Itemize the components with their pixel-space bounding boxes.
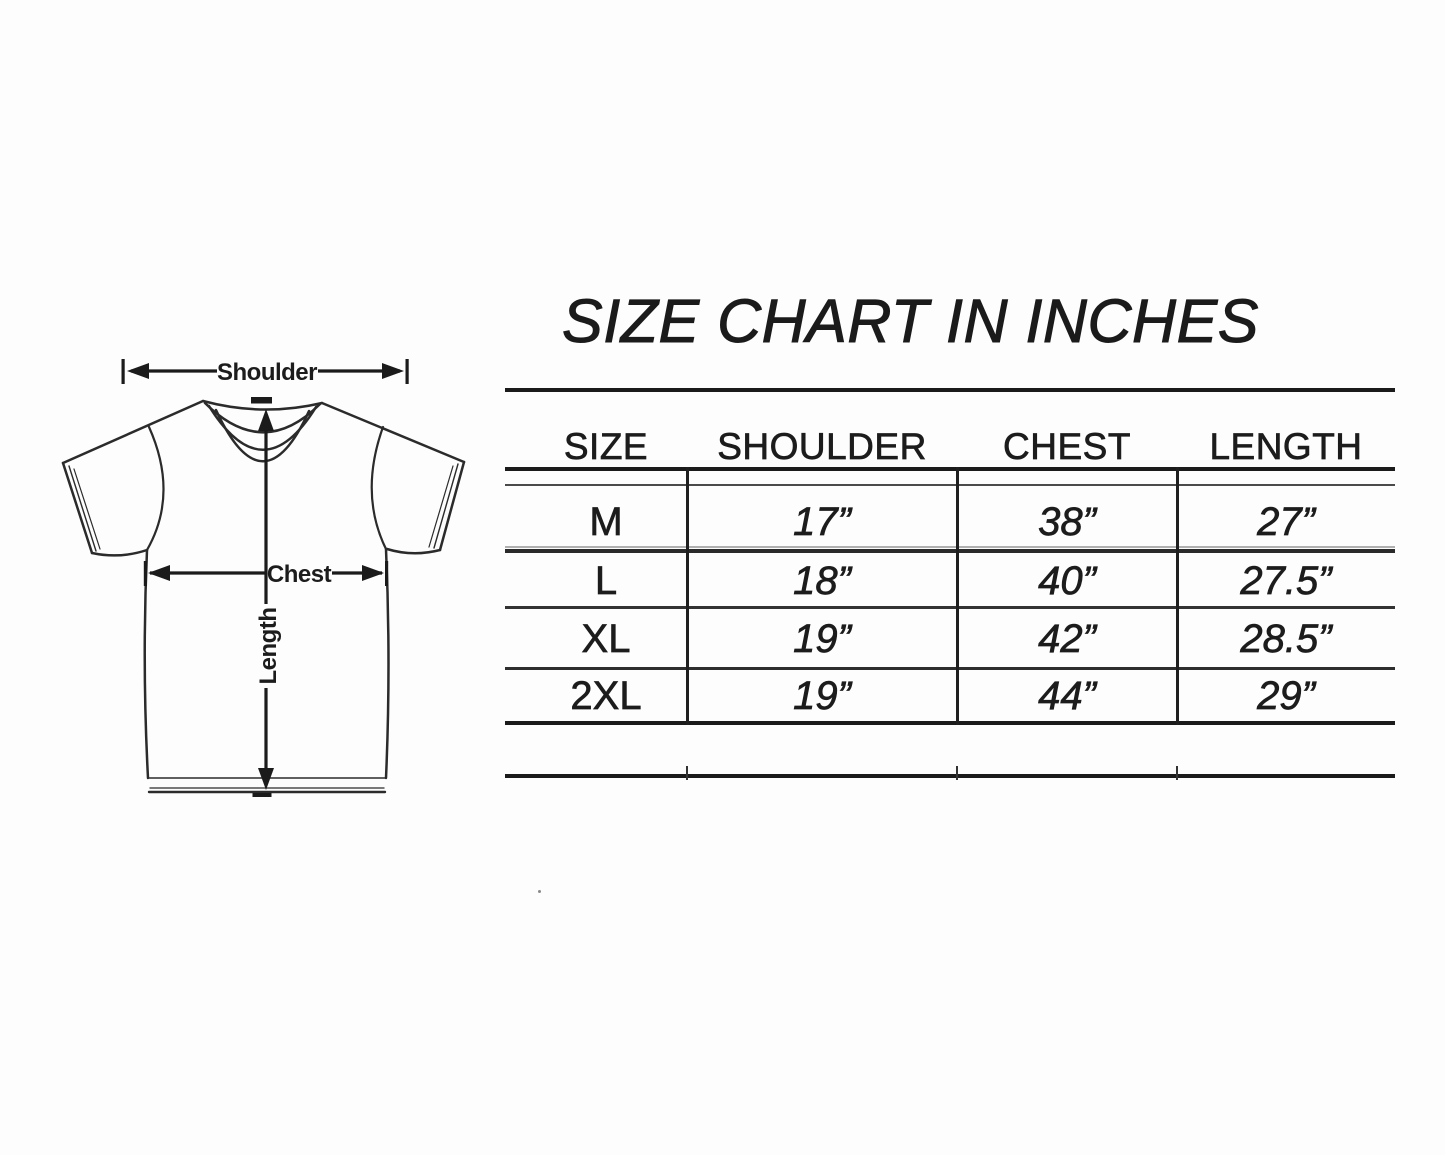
cell-size: M <box>589 500 623 545</box>
table-bottom-rule <box>505 721 1395 725</box>
cell-chest: 42” <box>1038 616 1097 661</box>
column-divider-2 <box>956 467 959 725</box>
table-row: XL 19” 42” 28.5” <box>505 610 1395 668</box>
row-divider-m <box>505 549 1395 553</box>
scan-artifact-dot <box>538 890 541 893</box>
table-top-rule <box>505 388 1395 392</box>
cell-shoulder: 19” <box>793 673 852 718</box>
column-divider-1 <box>686 467 689 725</box>
cell-size: L <box>594 558 618 603</box>
table-row: 2XL 19” 44” 29” <box>505 671 1395 721</box>
table-row: M 17” 38” 27” <box>505 494 1395 551</box>
cell-chest: 44” <box>1038 673 1097 718</box>
cell-length: 29” <box>1257 673 1316 718</box>
header-cell-chest: CHEST <box>1003 426 1131 468</box>
row-divider-l <box>505 606 1395 609</box>
cell-size: 2XL <box>570 673 642 718</box>
cell-length: 28.5” <box>1240 616 1332 661</box>
length-arrow: Length <box>248 397 282 797</box>
chart-title: SIZE CHART IN INCHES <box>562 287 1259 356</box>
shoulder-arrow: Shoulder <box>121 354 409 389</box>
tshirt-diagram: Shoulder Chest Length <box>61 354 466 797</box>
row-divider-shadow <box>505 546 1395 548</box>
header-cell-length: LENGTH <box>1209 426 1363 468</box>
header-cell-shoulder: SHOULDER <box>717 426 927 468</box>
chest-label: Chest <box>267 561 332 588</box>
divider-tick-2 <box>956 766 958 780</box>
shoulder-label: Shoulder <box>217 359 317 386</box>
cell-shoulder: 17” <box>793 500 852 545</box>
length-label: Length <box>255 608 282 685</box>
table-row: L 18” 40” 27.5” <box>505 556 1395 606</box>
header-divider <box>505 467 1395 471</box>
header-thin-rule <box>505 484 1395 486</box>
header-cell-size: SIZE <box>563 426 649 468</box>
column-divider-3 <box>1176 467 1179 725</box>
divider-tick-1 <box>686 766 688 780</box>
table-header-row: SIZE SHOULDER CHEST LENGTH <box>505 424 1395 470</box>
tshirt-outline <box>61 399 466 794</box>
cell-chest: 38” <box>1038 500 1097 545</box>
cell-length: 27.5” <box>1240 558 1332 603</box>
row-divider-xl <box>505 667 1395 670</box>
cell-length: 27” <box>1257 500 1316 545</box>
cell-size: XL <box>581 616 631 661</box>
divider-tick-3 <box>1176 766 1178 780</box>
cell-shoulder: 19” <box>793 616 852 661</box>
cell-shoulder: 18” <box>793 558 852 603</box>
cell-chest: 40” <box>1038 558 1097 603</box>
footer-rule <box>505 774 1395 778</box>
